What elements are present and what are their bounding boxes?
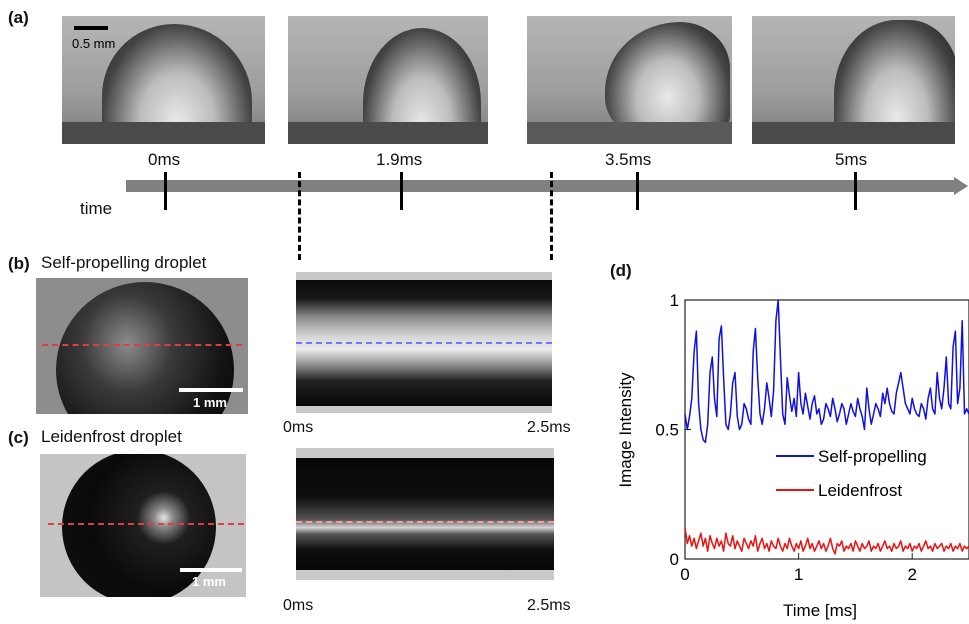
x-tick-label: 2 xyxy=(907,565,916,584)
self-propelling-kymograph xyxy=(296,272,552,413)
legend-label-self-propelling: Self-propelling xyxy=(818,447,927,466)
panel-a-label: (a) xyxy=(8,8,29,27)
scale-bar-label: 1 mm xyxy=(192,574,226,589)
leidenfrost-kymograph xyxy=(296,448,554,580)
series-line-leidenfrost xyxy=(684,527,969,555)
substrate-shadow xyxy=(527,122,732,144)
time-axis-label: time xyxy=(80,199,113,218)
kymo-guide-right xyxy=(550,172,553,260)
x-tick-label: 1 xyxy=(794,565,803,584)
frame-time-label: 3.5ms xyxy=(605,150,652,169)
self-propelling-droplet-image: 1 mm xyxy=(36,278,248,414)
y-tick-label: 1 xyxy=(670,291,679,310)
panel-b-title: Self-propelling droplet xyxy=(41,253,207,272)
scale-bar xyxy=(74,26,108,30)
frame-time-label: 1.9ms xyxy=(376,150,423,169)
droplet-body xyxy=(62,454,216,597)
kymo-guide-left xyxy=(298,172,301,260)
kymo-end-label: 2.5ms xyxy=(527,597,571,614)
scale-bar-label: 1 mm xyxy=(193,395,227,410)
panel-d-label: (d) xyxy=(610,261,632,280)
kymo-end-label: 2.5ms xyxy=(527,419,571,436)
frame-time-label: 0ms xyxy=(148,150,181,169)
series-line-self-propelling xyxy=(684,299,969,444)
time-tick xyxy=(636,172,639,210)
droplet-frame-0ms: 0.5 mm xyxy=(62,16,265,144)
substrate-shadow xyxy=(288,122,488,144)
droplet-frame-3-5ms xyxy=(527,16,732,144)
time-tick xyxy=(854,172,857,210)
leidenfrost-droplet-image: 1 mm xyxy=(40,454,246,597)
x-axis-label: Time [ms] xyxy=(783,601,857,620)
x-tick-label: 0 xyxy=(680,565,689,584)
kymo-start-label: 0ms xyxy=(283,419,314,436)
panel-b-label: (b) xyxy=(8,254,30,273)
kymo-band xyxy=(296,458,554,570)
series-layer xyxy=(684,299,969,555)
kymo-start-label: 0ms xyxy=(283,597,314,614)
axis-ticks: 0 1 2 0 0.5 1 xyxy=(655,291,917,584)
frame-time-label: 5ms xyxy=(835,150,868,169)
panel-c-title: Leidenfrost droplet xyxy=(41,427,182,446)
red-dashed-line xyxy=(48,523,244,525)
droplet-silhouette xyxy=(605,22,730,138)
time-tick xyxy=(400,172,403,210)
substrate-shadow xyxy=(62,122,265,144)
panel-c-label: (c) xyxy=(8,428,29,447)
y-tick-label: 0.5 xyxy=(655,421,679,440)
legend: Self-propelling Leidenfrost xyxy=(776,447,927,500)
droplet-frame-1-9ms xyxy=(288,16,488,144)
time-axis-bar xyxy=(126,180,956,192)
scale-bar xyxy=(180,568,242,572)
scale-bar xyxy=(179,388,243,392)
substrate-shadow xyxy=(752,122,955,144)
intensity-chart: 0 1 2 0 0.5 1 Image Intensity Time [ms] Self-… xyxy=(616,291,969,620)
time-axis-arrowhead xyxy=(954,177,968,195)
droplet-body xyxy=(56,282,234,414)
pink-dashed-line xyxy=(296,521,554,523)
y-tick-label: 0 xyxy=(670,550,679,569)
scale-bar-label: 0.5 mm xyxy=(72,36,116,51)
y-axis-label: Image Intensity xyxy=(616,372,635,488)
red-dashed-line xyxy=(42,344,242,346)
time-tick xyxy=(164,172,167,210)
blue-dashed-line xyxy=(296,342,552,344)
legend-label-leidenfrost: Leidenfrost xyxy=(818,481,902,500)
droplet-frame-5ms xyxy=(752,16,955,144)
